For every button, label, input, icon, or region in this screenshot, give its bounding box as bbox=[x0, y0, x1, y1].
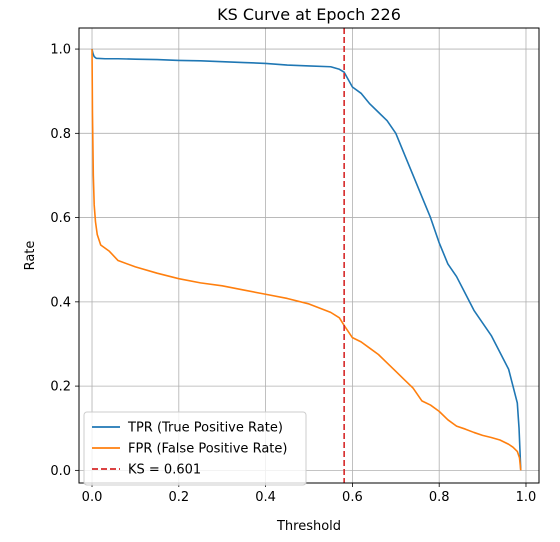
x-tick-label: 0.0 bbox=[82, 490, 103, 505]
y-tick-label: 1.0 bbox=[50, 43, 71, 58]
x-tick-label: 0.2 bbox=[168, 490, 189, 505]
y-axis-label: Rate bbox=[23, 241, 38, 271]
y-tick-label: 0.8 bbox=[50, 127, 71, 142]
x-tick-label: 0.4 bbox=[255, 490, 276, 505]
legend-box bbox=[83, 411, 307, 486]
chart-title: KS Curve at Epoch 226 bbox=[217, 5, 401, 24]
y-tick-label: 0.2 bbox=[50, 380, 71, 395]
x-axis-label: Threshold bbox=[276, 519, 341, 534]
legend-label: KS = 0.601 bbox=[128, 463, 201, 478]
x-tick-label: 1.0 bbox=[516, 490, 537, 505]
series-line-tpr bbox=[91, 48, 522, 471]
y-tick-label: 0.4 bbox=[50, 295, 71, 310]
legend-label: TPR (True Positive Rate) bbox=[127, 421, 283, 436]
series-line-fpr bbox=[91, 49, 522, 471]
legend-label: FPR (False Positive Rate) bbox=[128, 442, 287, 457]
y-tick-label: 0.6 bbox=[50, 211, 71, 226]
plot-frame bbox=[78, 27, 540, 484]
legend: TPR (True Positive Rate) FPR (False Posit… bbox=[83, 411, 307, 486]
tick-layer: 0.0 0.2 0.4 0.6 0.8 1.0 0.0 0.2 0.4 0.6 0.8 1.0 bbox=[50, 43, 536, 505]
x-tick-label: 0.6 bbox=[342, 490, 363, 505]
series-layer bbox=[91, 48, 522, 471]
grid-lines bbox=[79, 28, 539, 483]
y-tick-label: 0.0 bbox=[50, 464, 71, 479]
x-tick-label: 0.8 bbox=[429, 490, 450, 505]
